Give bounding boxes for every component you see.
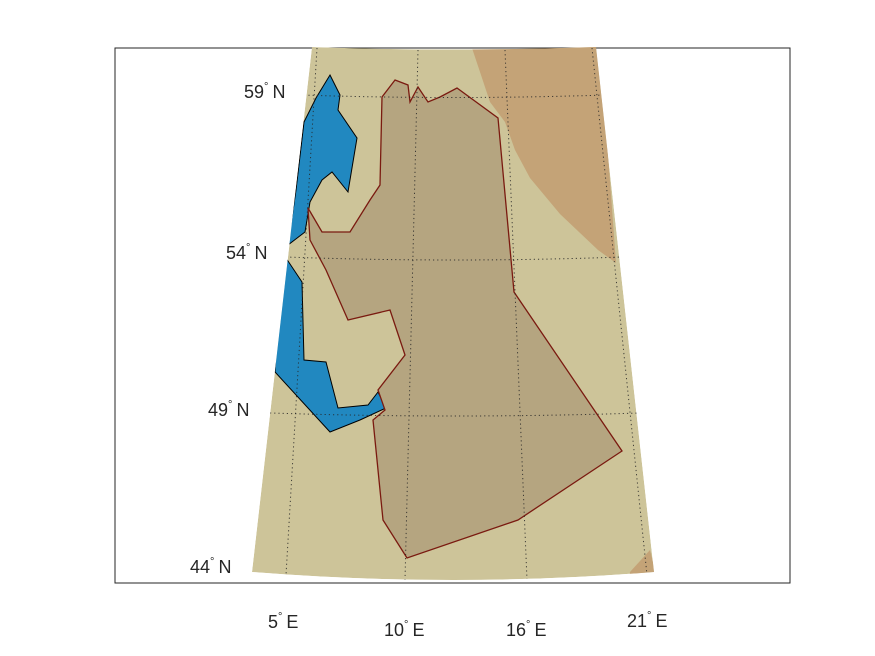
lat-label-44: 44° N: [190, 556, 231, 577]
meridian-16: [504, 49, 528, 580]
lat-label-49: 49° N: [208, 399, 249, 420]
parallel-54: [285, 256, 623, 261]
lon-label-16: 16° E: [506, 619, 546, 640]
lon-label-21: 21° E: [627, 610, 667, 631]
highland-area: [472, 47, 616, 263]
lon-label-10: 10° E: [384, 619, 424, 640]
sea-north: [287, 73, 358, 247]
lat-label-54: 54° N: [226, 242, 267, 263]
meridian-10: [404, 49, 419, 580]
sea-south: [274, 256, 387, 433]
highland-area-southeast: [628, 550, 654, 580]
lon-label-5: 5° E: [268, 611, 298, 632]
meridian-21: [591, 47, 648, 576]
lat-labels: 59° N 54° N 49° N 44° N: [190, 81, 285, 577]
region-outline: [307, 79, 623, 559]
lat-label-59: 59° N: [244, 81, 285, 102]
lon-labels: 5° E 10° E 16° E 21° E: [268, 610, 667, 640]
map-content: [252, 47, 654, 580]
parallel-49: [269, 412, 641, 417]
